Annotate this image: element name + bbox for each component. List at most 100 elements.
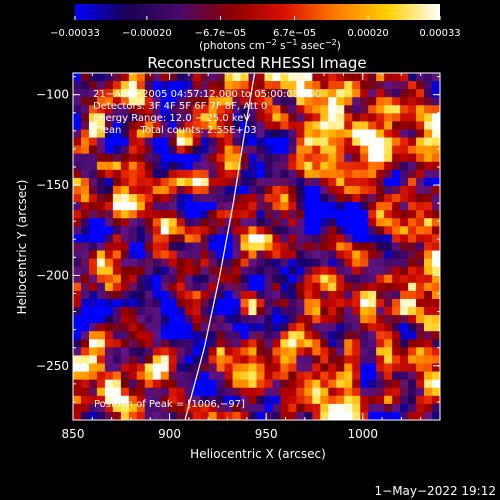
heatmap-cell bbox=[280, 105, 289, 114]
heatmap-cell bbox=[184, 153, 194, 163]
heatmap-cell bbox=[73, 282, 82, 292]
heatmap-cell bbox=[416, 355, 425, 365]
heatmap-cell bbox=[336, 290, 345, 300]
heatmap-cell bbox=[432, 290, 440, 300]
heatmap-cell bbox=[192, 113, 202, 122]
heatmap-cell bbox=[280, 411, 289, 420]
heatmap-cell bbox=[208, 97, 218, 106]
heatmap-cell bbox=[432, 161, 440, 171]
heatmap-cell bbox=[176, 355, 186, 365]
heatmap-cell bbox=[144, 210, 154, 219]
heatmap-cell bbox=[112, 129, 122, 139]
heatmap-cell bbox=[128, 210, 138, 219]
heatmap-cell bbox=[256, 290, 265, 300]
heatmap-cell bbox=[296, 129, 305, 139]
heatmap-cell bbox=[80, 298, 90, 308]
heatmap-cell bbox=[232, 153, 242, 163]
heatmap-cell bbox=[352, 355, 361, 365]
heatmap-cell bbox=[272, 218, 281, 227]
heatmap-cell bbox=[360, 323, 369, 332]
heatmap-cell bbox=[392, 185, 401, 195]
heatmap-cell bbox=[192, 395, 202, 405]
heatmap-cell bbox=[216, 242, 226, 252]
heatmap-cell bbox=[152, 234, 162, 243]
heatmap-cell bbox=[352, 331, 361, 340]
heatmap-cell bbox=[128, 331, 138, 340]
heatmap-cell bbox=[312, 331, 321, 340]
heatmap-cell bbox=[264, 202, 273, 211]
heatmap-cell bbox=[73, 89, 82, 98]
heatmap-cell bbox=[408, 298, 417, 308]
heatmap-cell bbox=[272, 266, 281, 276]
heatmap-cell bbox=[248, 387, 257, 397]
heatmap-cell bbox=[232, 315, 242, 324]
heatmap-cell bbox=[288, 315, 297, 324]
heatmap-cell bbox=[224, 315, 234, 324]
heatmap-cell bbox=[136, 411, 146, 420]
heatmap-cell bbox=[424, 250, 433, 260]
heatmap-cell bbox=[152, 242, 162, 252]
heatmap-cell bbox=[408, 403, 417, 413]
heatmap-cell bbox=[168, 121, 178, 130]
heatmap-cell bbox=[432, 234, 440, 243]
heatmap-cell bbox=[296, 307, 305, 316]
heatmap-cell bbox=[344, 185, 353, 195]
heatmap-cell bbox=[304, 347, 313, 356]
heatmap-cell bbox=[376, 331, 385, 340]
heatmap-cell bbox=[256, 387, 265, 397]
heatmap-cell bbox=[232, 234, 242, 243]
heatmap-cell bbox=[320, 113, 329, 122]
chart-title: Reconstructed RHESSI Image bbox=[147, 54, 366, 72]
heatmap-cell bbox=[400, 81, 409, 90]
heatmap-cell bbox=[144, 89, 154, 98]
heatmap-cell bbox=[240, 339, 250, 348]
heatmap-cell bbox=[408, 202, 417, 211]
heatmap-cell bbox=[112, 250, 122, 260]
heatmap-cell bbox=[328, 282, 337, 292]
heatmap-cell bbox=[73, 395, 82, 405]
heatmap-cell bbox=[232, 210, 242, 219]
heatmap-cell bbox=[152, 339, 162, 348]
heatmap-cell bbox=[328, 387, 337, 397]
heatmap-cell bbox=[160, 355, 170, 365]
heatmap-cell bbox=[200, 234, 210, 243]
heatmap-cell bbox=[136, 395, 146, 405]
heatmap-cell bbox=[288, 323, 297, 332]
heatmap-cell bbox=[104, 323, 114, 332]
heatmap-cell bbox=[73, 298, 82, 308]
heatmap-cell bbox=[280, 379, 289, 389]
heatmap-cell bbox=[88, 105, 98, 114]
heatmap-cell bbox=[352, 403, 361, 413]
heatmap-cell bbox=[160, 274, 170, 284]
heatmap-cell bbox=[288, 89, 297, 98]
heatmap-cell bbox=[344, 290, 353, 300]
heatmap-cell bbox=[272, 194, 281, 203]
heatmap-cell bbox=[120, 169, 130, 179]
heatmap-cell bbox=[168, 363, 178, 373]
heatmap-cell bbox=[80, 105, 90, 114]
heatmap-cell bbox=[256, 331, 265, 340]
heatmap-cell bbox=[152, 363, 162, 373]
heatmap-cell bbox=[328, 242, 337, 252]
heatmap-cell bbox=[304, 218, 313, 227]
heatmap-cell bbox=[304, 379, 313, 389]
heatmap-cell bbox=[256, 210, 265, 219]
heatmap-cell bbox=[216, 323, 226, 332]
heatmap-cell bbox=[312, 73, 321, 82]
heatmap-cell bbox=[80, 113, 90, 122]
heatmap-cell bbox=[280, 347, 289, 356]
heatmap-cell bbox=[312, 105, 321, 114]
heatmap-cell bbox=[152, 331, 162, 340]
heatmap-cell bbox=[424, 105, 433, 114]
heatmap-cell bbox=[344, 355, 353, 365]
heatmap-cell bbox=[112, 371, 122, 381]
heatmap-cell bbox=[216, 218, 226, 227]
heatmap-cell bbox=[328, 266, 337, 276]
heatmap-cell bbox=[184, 403, 194, 413]
heatmap-cell bbox=[232, 298, 242, 308]
heatmap-cell bbox=[296, 81, 305, 90]
heatmap-cell bbox=[80, 161, 90, 171]
heatmap-cell bbox=[280, 339, 289, 348]
heatmap-cell bbox=[400, 202, 409, 211]
heatmap-cell bbox=[144, 218, 154, 227]
